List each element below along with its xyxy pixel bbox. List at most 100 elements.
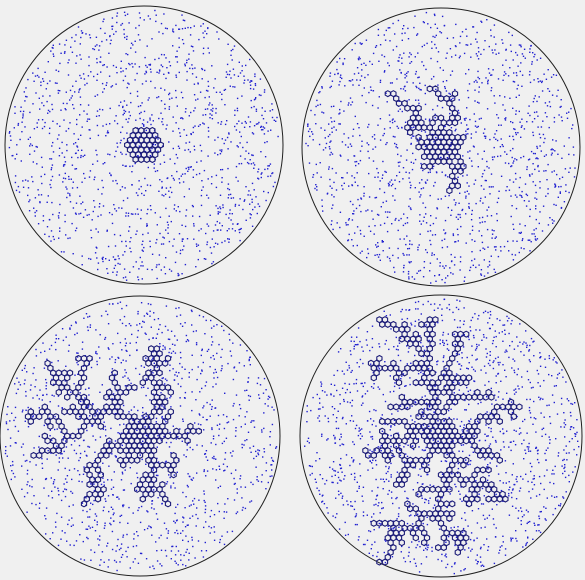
particle: [55, 526, 57, 528]
particle: [539, 137, 542, 139]
particle: [69, 327, 71, 329]
particle: [437, 307, 439, 309]
particle: [503, 245, 506, 248]
particle: [219, 468, 221, 470]
particle: [486, 352, 488, 355]
particle: [423, 326, 425, 328]
particle: [365, 101, 367, 104]
particle: [371, 435, 374, 438]
particle: [228, 241, 230, 243]
particle: [558, 186, 560, 188]
particle: [272, 460, 275, 462]
particle: [485, 135, 487, 138]
particle: [317, 408, 320, 410]
particle: [249, 217, 252, 219]
particle: [329, 75, 331, 77]
particle: [122, 505, 124, 508]
particle: [444, 87, 446, 90]
particle: [498, 190, 500, 192]
particle: [92, 48, 94, 50]
particle: [43, 125, 46, 128]
particle: [562, 497, 565, 499]
particle: [221, 325, 223, 327]
particle: [353, 383, 355, 385]
particle: [14, 442, 16, 444]
particle: [446, 37, 449, 39]
particle: [170, 485, 172, 487]
particle: [160, 392, 162, 394]
particle: [186, 484, 189, 487]
particle: [175, 56, 177, 58]
particle: [363, 235, 365, 237]
particle: [78, 213, 80, 215]
particle: [185, 496, 187, 498]
particle: [457, 176, 459, 178]
particle: [543, 475, 546, 477]
particle: [254, 84, 257, 87]
particle: [493, 24, 496, 26]
particle: [417, 249, 419, 251]
particle: [247, 194, 249, 196]
particle: [442, 334, 444, 336]
particle: [492, 340, 494, 342]
particle: [450, 441, 452, 443]
particle: [162, 348, 164, 351]
particle: [485, 348, 487, 350]
particle: [477, 403, 479, 405]
particle: [260, 173, 262, 175]
particle: [357, 198, 359, 201]
particle: [314, 114, 316, 116]
particle: [477, 70, 479, 73]
particle: [258, 449, 261, 452]
particle: [44, 515, 46, 517]
particle: [490, 89, 492, 92]
particle: [387, 525, 389, 527]
particle: [95, 149, 97, 152]
particle: [253, 99, 256, 101]
particle: [461, 334, 463, 337]
particles: [304, 298, 580, 575]
particle: [414, 187, 416, 189]
particle: [197, 423, 200, 425]
particle: [201, 348, 203, 350]
particle: [158, 328, 160, 330]
particle: [142, 265, 144, 267]
particle: [362, 511, 365, 513]
particle: [129, 567, 131, 569]
particle: [156, 264, 158, 266]
particle: [94, 460, 96, 462]
particle: [510, 121, 512, 123]
particle: [327, 420, 330, 423]
particle: [99, 334, 101, 336]
particle: [329, 86, 331, 89]
particle: [481, 158, 484, 160]
particle: [311, 472, 313, 475]
particle: [247, 431, 250, 433]
particle: [204, 508, 207, 511]
particle: [459, 256, 462, 258]
particle: [354, 232, 356, 234]
particle: [475, 266, 477, 269]
particle: [112, 25, 114, 27]
particle: [419, 233, 421, 235]
particle: [386, 230, 389, 233]
particle: [271, 459, 274, 462]
particle: [176, 315, 178, 318]
particle: [88, 176, 91, 178]
particle: [135, 545, 138, 547]
particle: [530, 150, 533, 153]
particle: [479, 329, 481, 331]
particle: [325, 142, 328, 145]
particle: [39, 201, 41, 204]
particle: [175, 251, 178, 253]
particle: [67, 62, 69, 64]
particle: [158, 254, 161, 256]
particle: [420, 167, 422, 169]
particle: [255, 455, 258, 457]
particle: [249, 87, 252, 90]
particle: [468, 420, 470, 422]
particle: [170, 406, 172, 408]
particle: [255, 110, 258, 112]
particle: [118, 257, 120, 260]
particle: [566, 117, 569, 119]
